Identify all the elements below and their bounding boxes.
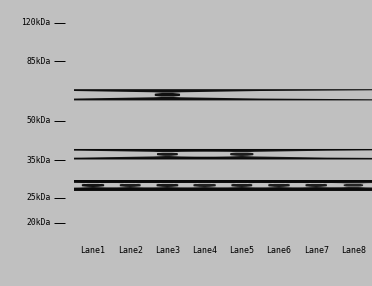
FancyBboxPatch shape: [0, 180, 372, 190]
Text: 25kDa: 25kDa: [26, 193, 51, 202]
Text: Lane7: Lane7: [304, 246, 329, 255]
FancyBboxPatch shape: [0, 180, 372, 190]
FancyBboxPatch shape: [0, 180, 372, 190]
FancyBboxPatch shape: [0, 180, 372, 190]
Text: Lane8: Lane8: [341, 246, 366, 255]
Text: 85kDa: 85kDa: [26, 57, 51, 66]
FancyBboxPatch shape: [0, 149, 372, 159]
Text: 50kDa: 50kDa: [26, 116, 51, 125]
Text: 35kDa: 35kDa: [26, 156, 51, 165]
Text: Lane4: Lane4: [192, 246, 217, 255]
Text: Lane3: Lane3: [155, 246, 180, 255]
Text: 20kDa: 20kDa: [26, 218, 51, 227]
FancyBboxPatch shape: [0, 180, 372, 190]
FancyBboxPatch shape: [0, 180, 372, 190]
Text: Lane2: Lane2: [118, 246, 143, 255]
Text: Lane6: Lane6: [266, 246, 292, 255]
FancyBboxPatch shape: [0, 180, 372, 190]
FancyBboxPatch shape: [0, 149, 372, 159]
Text: Lane1: Lane1: [80, 246, 106, 255]
Text: 120kDa: 120kDa: [21, 18, 51, 27]
Text: Lane5: Lane5: [229, 246, 254, 255]
FancyBboxPatch shape: [0, 180, 372, 190]
FancyBboxPatch shape: [0, 89, 372, 100]
